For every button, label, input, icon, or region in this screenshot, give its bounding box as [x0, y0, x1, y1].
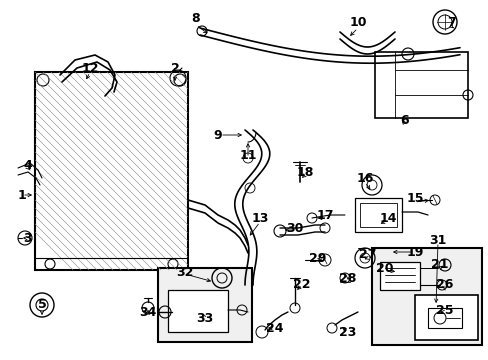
- Text: 25: 25: [435, 303, 453, 316]
- Text: 17: 17: [316, 208, 333, 221]
- Text: 1: 1: [18, 189, 26, 202]
- Text: 15: 15: [406, 192, 423, 204]
- Text: 27: 27: [359, 248, 376, 261]
- Text: 18: 18: [296, 166, 313, 179]
- Bar: [379, 262, 419, 290]
- Text: 29: 29: [309, 252, 326, 265]
- Text: 4: 4: [23, 158, 32, 171]
- Bar: [359, 203, 396, 227]
- Text: 22: 22: [293, 279, 310, 292]
- Text: 19: 19: [406, 246, 423, 258]
- Text: 10: 10: [348, 15, 366, 28]
- Bar: [371, 248, 481, 345]
- Text: 13: 13: [251, 212, 268, 225]
- Text: 8: 8: [191, 12, 200, 24]
- Text: 23: 23: [339, 325, 356, 338]
- Text: 24: 24: [265, 321, 283, 334]
- Bar: [427, 308, 461, 328]
- Text: 28: 28: [339, 271, 356, 284]
- Text: 26: 26: [435, 279, 453, 292]
- Text: 21: 21: [430, 258, 448, 271]
- Text: 16: 16: [356, 171, 373, 185]
- Text: 7: 7: [446, 15, 454, 28]
- Text: 14: 14: [379, 212, 396, 225]
- Text: 20: 20: [375, 261, 393, 274]
- Text: 3: 3: [23, 231, 32, 244]
- Text: 5: 5: [38, 298, 46, 311]
- Bar: [158, 268, 251, 342]
- Bar: [168, 290, 227, 332]
- Bar: [35, 72, 187, 270]
- Bar: [414, 295, 477, 340]
- Text: 11: 11: [239, 149, 256, 162]
- Bar: [374, 52, 467, 118]
- Bar: [354, 198, 401, 232]
- Text: 30: 30: [286, 221, 303, 234]
- Text: 31: 31: [428, 234, 446, 247]
- Text: 9: 9: [213, 129, 222, 141]
- Text: 32: 32: [176, 266, 193, 279]
- Text: 33: 33: [196, 311, 213, 324]
- Text: 6: 6: [400, 113, 408, 126]
- Text: 34: 34: [139, 306, 156, 319]
- Text: 2: 2: [170, 62, 179, 75]
- Text: 12: 12: [81, 62, 99, 75]
